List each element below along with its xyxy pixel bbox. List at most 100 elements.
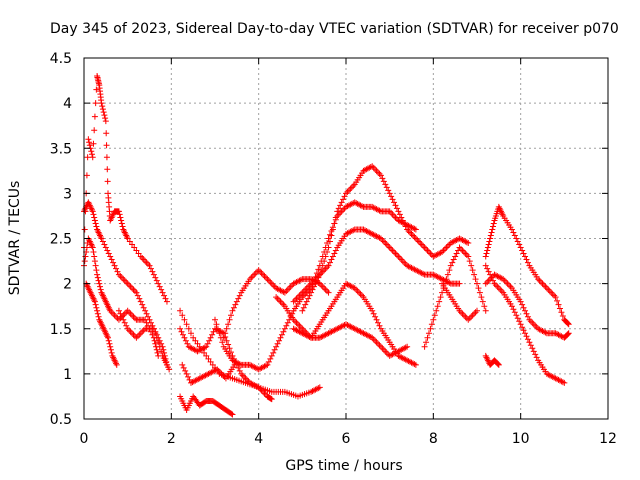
data-point-marker bbox=[91, 113, 98, 120]
data-point-marker bbox=[456, 280, 463, 287]
data-point-marker bbox=[389, 196, 396, 203]
data-point-marker bbox=[156, 283, 163, 290]
data-point-marker bbox=[213, 321, 220, 328]
data-point-marker bbox=[344, 188, 351, 195]
data-point-marker bbox=[487, 232, 494, 239]
data-point-marker bbox=[523, 333, 530, 340]
data-point-marker bbox=[345, 187, 352, 194]
data-point-marker bbox=[559, 379, 566, 386]
data-point-marker bbox=[203, 352, 210, 359]
y-tick-label: 4 bbox=[63, 96, 72, 112]
data-point-marker bbox=[456, 244, 463, 251]
data-point-marker bbox=[251, 271, 258, 278]
data-point-marker bbox=[262, 362, 269, 369]
data-point-marker bbox=[469, 312, 476, 319]
data-point-marker bbox=[549, 291, 556, 298]
data-point-marker bbox=[484, 265, 491, 272]
data-point-marker bbox=[179, 312, 186, 319]
data-point-marker bbox=[523, 310, 530, 317]
data-point-marker bbox=[131, 244, 138, 251]
data-point-marker bbox=[483, 250, 490, 257]
data-point-marker bbox=[276, 297, 283, 304]
data-point-marker bbox=[103, 130, 110, 137]
data-point-marker bbox=[375, 319, 382, 326]
data-point-marker bbox=[147, 265, 154, 272]
data-point-marker bbox=[139, 255, 146, 262]
data-point-marker bbox=[529, 319, 536, 326]
data-point-marker bbox=[407, 229, 414, 236]
data-point-marker bbox=[380, 238, 387, 245]
data-point-marker bbox=[94, 271, 101, 278]
data-point-marker bbox=[474, 280, 480, 287]
data-point-marker bbox=[284, 319, 291, 326]
data-point-marker bbox=[510, 306, 517, 313]
data-point-marker bbox=[159, 343, 166, 350]
x-tick-label: 10 bbox=[512, 431, 530, 447]
data-point-marker bbox=[88, 148, 95, 155]
data-point-marker bbox=[433, 307, 440, 314]
data-point-marker bbox=[510, 229, 517, 236]
data-point-marker bbox=[475, 285, 482, 292]
data-point-marker bbox=[273, 294, 280, 301]
data-point-marker bbox=[297, 291, 304, 298]
data-point-marker bbox=[526, 316, 533, 323]
data-point-marker bbox=[267, 355, 274, 362]
data-point-marker bbox=[441, 246, 448, 253]
data-point-marker bbox=[382, 181, 389, 188]
data-point-marker bbox=[133, 334, 140, 341]
data-point-marker bbox=[273, 343, 280, 350]
data-point-marker bbox=[90, 211, 97, 218]
data-point-marker bbox=[385, 243, 392, 250]
data-point-marker bbox=[315, 266, 322, 273]
data-point-marker bbox=[319, 262, 326, 269]
data-point-marker bbox=[89, 154, 96, 161]
data-point-marker bbox=[565, 321, 572, 328]
data-point-marker bbox=[322, 286, 329, 293]
data-point-marker bbox=[110, 259, 117, 266]
data-point-marker bbox=[118, 313, 125, 320]
data-point-marker bbox=[102, 244, 109, 251]
data-point-marker bbox=[542, 329, 549, 336]
data-point-marker bbox=[155, 280, 162, 287]
data-point-marker bbox=[129, 312, 136, 319]
data-point-marker bbox=[421, 343, 428, 350]
data-point-marker bbox=[481, 303, 488, 310]
data-point-marker bbox=[96, 280, 103, 287]
data-point-marker bbox=[519, 247, 526, 254]
data-point-marker bbox=[324, 249, 331, 256]
data-point-marker bbox=[490, 223, 497, 230]
data-point-marker bbox=[460, 249, 467, 256]
data-point-marker bbox=[388, 246, 395, 253]
data-point-marker bbox=[392, 250, 399, 257]
data-point-marker bbox=[223, 325, 230, 332]
data-point-marker bbox=[513, 235, 520, 242]
data-point-marker bbox=[396, 211, 403, 218]
data-point-marker bbox=[367, 164, 374, 171]
series-arc-j bbox=[212, 199, 419, 373]
x-tick-label: 4 bbox=[254, 431, 263, 447]
data-point-marker bbox=[482, 280, 489, 287]
data-point-marker bbox=[104, 178, 111, 185]
series-arc-r bbox=[482, 203, 572, 328]
data-point-marker bbox=[268, 396, 275, 403]
data-point-marker bbox=[303, 285, 310, 292]
data-point-marker bbox=[118, 274, 125, 281]
data-point-marker bbox=[427, 325, 434, 332]
data-point-marker bbox=[487, 271, 494, 278]
data-point-marker bbox=[118, 217, 125, 224]
data-point-marker bbox=[222, 330, 229, 337]
data-point-marker bbox=[293, 295, 300, 302]
data-point-marker bbox=[530, 321, 537, 328]
data-point-marker bbox=[124, 307, 131, 314]
data-point-marker bbox=[312, 280, 319, 287]
data-point-marker bbox=[152, 328, 159, 335]
data-point-marker bbox=[527, 342, 534, 349]
data-point-marker bbox=[379, 345, 386, 352]
data-point-marker bbox=[386, 190, 393, 197]
data-point-marker bbox=[376, 342, 383, 349]
data-point-marker bbox=[478, 294, 485, 301]
data-point-marker bbox=[495, 285, 502, 292]
data-point-marker bbox=[370, 310, 377, 317]
data-point-marker bbox=[522, 253, 529, 260]
data-point-marker bbox=[187, 330, 194, 337]
